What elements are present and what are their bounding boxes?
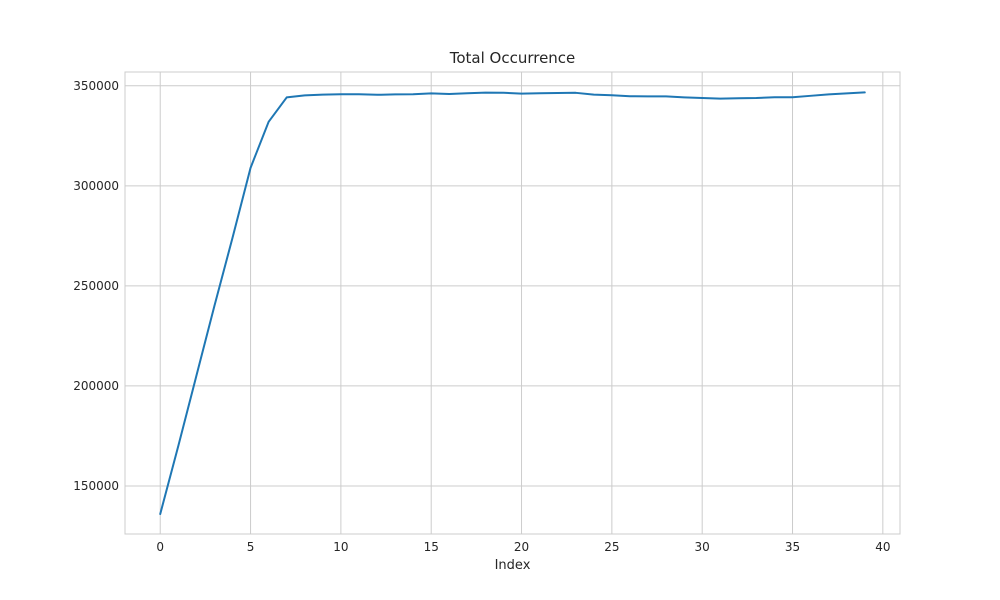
chart-title: Total Occurrence [449,49,576,67]
plot-frame [124,71,901,535]
x-tick-label: 30 [695,540,710,554]
grid-layer [125,72,900,534]
y-tick-label: 300000 [73,179,119,193]
x-tick-label: 15 [424,540,439,554]
y-tick-label: 350000 [73,79,119,93]
x-tick-label: 25 [604,540,619,554]
y-tick-label: 150000 [73,479,119,493]
x-tick-label: 20 [514,540,529,554]
x-tick-label: 40 [875,540,890,554]
y-tick-label: 200000 [73,379,119,393]
tick-label-layer: 0 5 10 15 20 25 30 35 40 150000 200000 250000 300000… [73,79,890,554]
series-layer [159,91,866,515]
y-tick-label: 250000 [73,279,119,293]
series-line [159,91,866,515]
x-tick-label: 5 [247,540,255,554]
x-tick-label: 35 [785,540,800,554]
x-tick-label: 10 [333,540,348,554]
x-tick-label: 0 [156,540,164,554]
x-axis-label: Index [495,558,531,573]
